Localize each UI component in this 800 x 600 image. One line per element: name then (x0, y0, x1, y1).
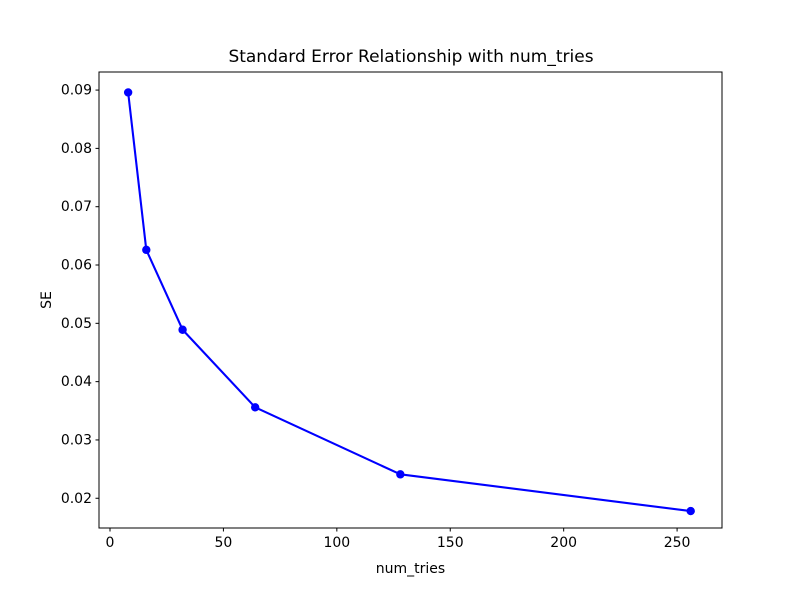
data-point-marker (142, 245, 151, 255)
x-tick-label: 0 (106, 535, 115, 551)
series-markers (123, 88, 695, 516)
x-tick-label: 150 (437, 535, 464, 551)
data-point-marker (178, 325, 187, 334)
data-point-marker (686, 506, 695, 516)
data-point-marker (250, 403, 260, 412)
chart-title: Standard Error Relationship with num_tri… (228, 47, 593, 67)
x-tick-label: 100 (323, 535, 350, 551)
x-axis-label: num_tries (376, 561, 445, 577)
y-tick-label: 0.02 (61, 491, 92, 507)
x-axis-ticks: 0 50 100 150 200 250 (106, 528, 691, 551)
y-tick-label: 0.03 (61, 432, 92, 448)
y-axis-label: SE (39, 291, 55, 309)
y-tick-label: 0.07 (61, 199, 92, 215)
y-tick-label: 0.06 (61, 258, 92, 274)
y-tick-label: 0.04 (61, 374, 92, 390)
plot-area-spines (98, 71, 723, 529)
y-axis-ticks: 0.02 0.03 0.04 0.05 0.06 0.07 0.08 0.09 (61, 83, 99, 507)
y-tick-label: 0.08 (61, 141, 92, 157)
x-tick-label: 200 (550, 535, 577, 551)
y-tick-label: 0.05 (61, 316, 92, 332)
x-tick-label: 250 (664, 535, 691, 551)
x-tick-label: 50 (215, 535, 233, 551)
data-point-marker (396, 470, 405, 479)
y-tick-label: 0.09 (61, 83, 92, 99)
series-line (127, 92, 691, 513)
data-point-marker (123, 88, 133, 97)
